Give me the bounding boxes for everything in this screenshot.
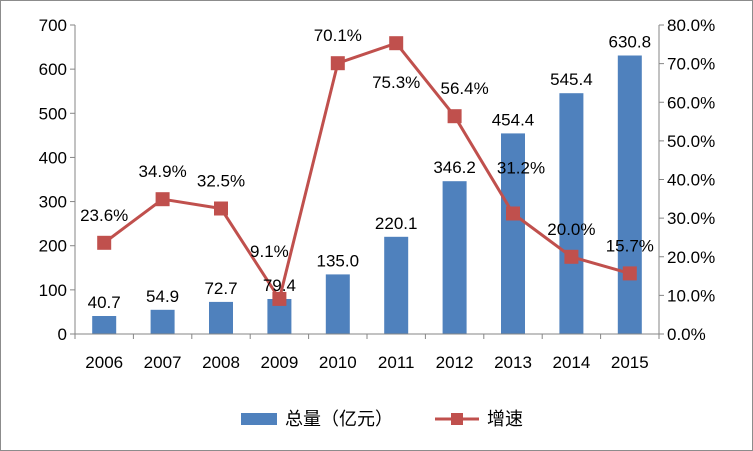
bar-value-label: 79.4 [263, 276, 296, 295]
bar-value-label: 135.0 [317, 251, 360, 270]
bar-2006 [92, 316, 117, 334]
bar-2011 [384, 236, 409, 334]
legend-bar-label: 总量（亿元） [285, 409, 393, 430]
y-right-tick-label: 70.0% [667, 55, 715, 74]
growth-value-label: 31.2% [497, 158, 545, 177]
growth-marker-2007 [155, 192, 170, 207]
growth-value-label: 23.6% [80, 206, 128, 225]
x-tick-label: 2010 [319, 353, 357, 372]
y-right-tick-label: 40.0% [667, 171, 715, 190]
x-tick-label: 2015 [611, 353, 649, 372]
bar-value-label: 545.4 [550, 70, 593, 89]
growth-value-label: 20.0% [547, 220, 595, 239]
growth-line [103, 41, 631, 301]
growth-value-label: 56.4% [440, 79, 488, 98]
growth-marker-2012 [447, 109, 462, 124]
bar-value-label: 54.9 [146, 287, 179, 306]
growth-value-label: 9.1% [250, 242, 289, 261]
growth-value-label: 32.5% [197, 171, 245, 190]
growth-marker-2015 [622, 266, 637, 281]
growth-marker-2014 [564, 249, 579, 264]
legend-line-marker [451, 413, 463, 425]
bar-2013 [501, 133, 525, 334]
y-left-tick-label: 500 [39, 104, 67, 123]
bar-2008 [209, 301, 233, 334]
y-right-tick-label: 20.0% [667, 248, 715, 267]
bar-value-label: 72.7 [204, 279, 237, 298]
growth-marker-2010 [330, 56, 345, 71]
bar-series-group [92, 55, 642, 334]
growth-value-label: 34.9% [138, 162, 186, 181]
growth-value-label: 70.1% [314, 26, 362, 45]
y-right-tick-label: 60.0% [667, 93, 715, 112]
growth-marker-2009 [272, 291, 287, 306]
y-left-tick-label: 200 [39, 237, 67, 256]
data-labels-group: 40.7 54.9 72.7 79.4 135.0 220.1 346.2 454.4 545.… [80, 26, 654, 312]
axes-group: 0 100 200 300 400 500 600 700 0.0% 10.0% 20.0% 30.0… [39, 16, 716, 372]
bar-value-label: 630.8 [609, 33, 652, 52]
bar-value-label: 346.2 [433, 158, 476, 177]
x-tick-label: 2012 [436, 353, 474, 372]
x-tick-label: 2009 [260, 353, 298, 372]
growth-marker-2013 [506, 206, 520, 221]
bar-value-label: 454.4 [492, 110, 535, 129]
bar-2015 [617, 55, 642, 334]
bar-value-label: 220.1 [375, 214, 418, 233]
legend-bar-swatch [241, 413, 277, 425]
bar-value-label: 40.7 [88, 293, 121, 312]
x-tick-label: 2011 [378, 353, 415, 372]
line-series-group [97, 36, 637, 306]
growth-marker-2011 [389, 36, 404, 51]
y-left-tick-label: 400 [39, 148, 67, 167]
x-tick-label: 2008 [202, 353, 240, 372]
y-left-tick-label: 600 [39, 60, 67, 79]
bar-2007 [150, 309, 175, 334]
y-left-tick-label: 100 [39, 281, 67, 300]
x-tick-label: 2013 [494, 353, 532, 372]
x-tick-label: 2007 [144, 353, 182, 372]
growth-marker-2008 [214, 201, 228, 216]
legend-line-label: 增速 [487, 409, 523, 430]
bar-2010 [325, 274, 350, 334]
x-tick-label: 2006 [85, 353, 123, 372]
legend: 总量（亿元） 增速 [241, 409, 523, 430]
y-right-tick-label: 80.0% [667, 16, 715, 35]
growth-value-label: 15.7% [606, 236, 654, 255]
growth-value-label: 75.3% [372, 73, 420, 92]
y-right-tick-label: 30.0% [667, 209, 715, 228]
bar-2012 [442, 181, 467, 334]
y-left-tick-label: 0 [58, 325, 67, 344]
bar-2014 [559, 93, 584, 334]
y-left-tick-label: 300 [39, 193, 67, 212]
y-left-tick-label: 700 [39, 16, 67, 35]
y-right-tick-label: 10.0% [667, 286, 715, 305]
y-right-tick-label: 50.0% [667, 132, 715, 151]
growth-marker-2006 [97, 235, 112, 250]
x-tick-label: 2014 [552, 353, 590, 372]
y-right-tick-label: 0.0% [667, 325, 706, 344]
